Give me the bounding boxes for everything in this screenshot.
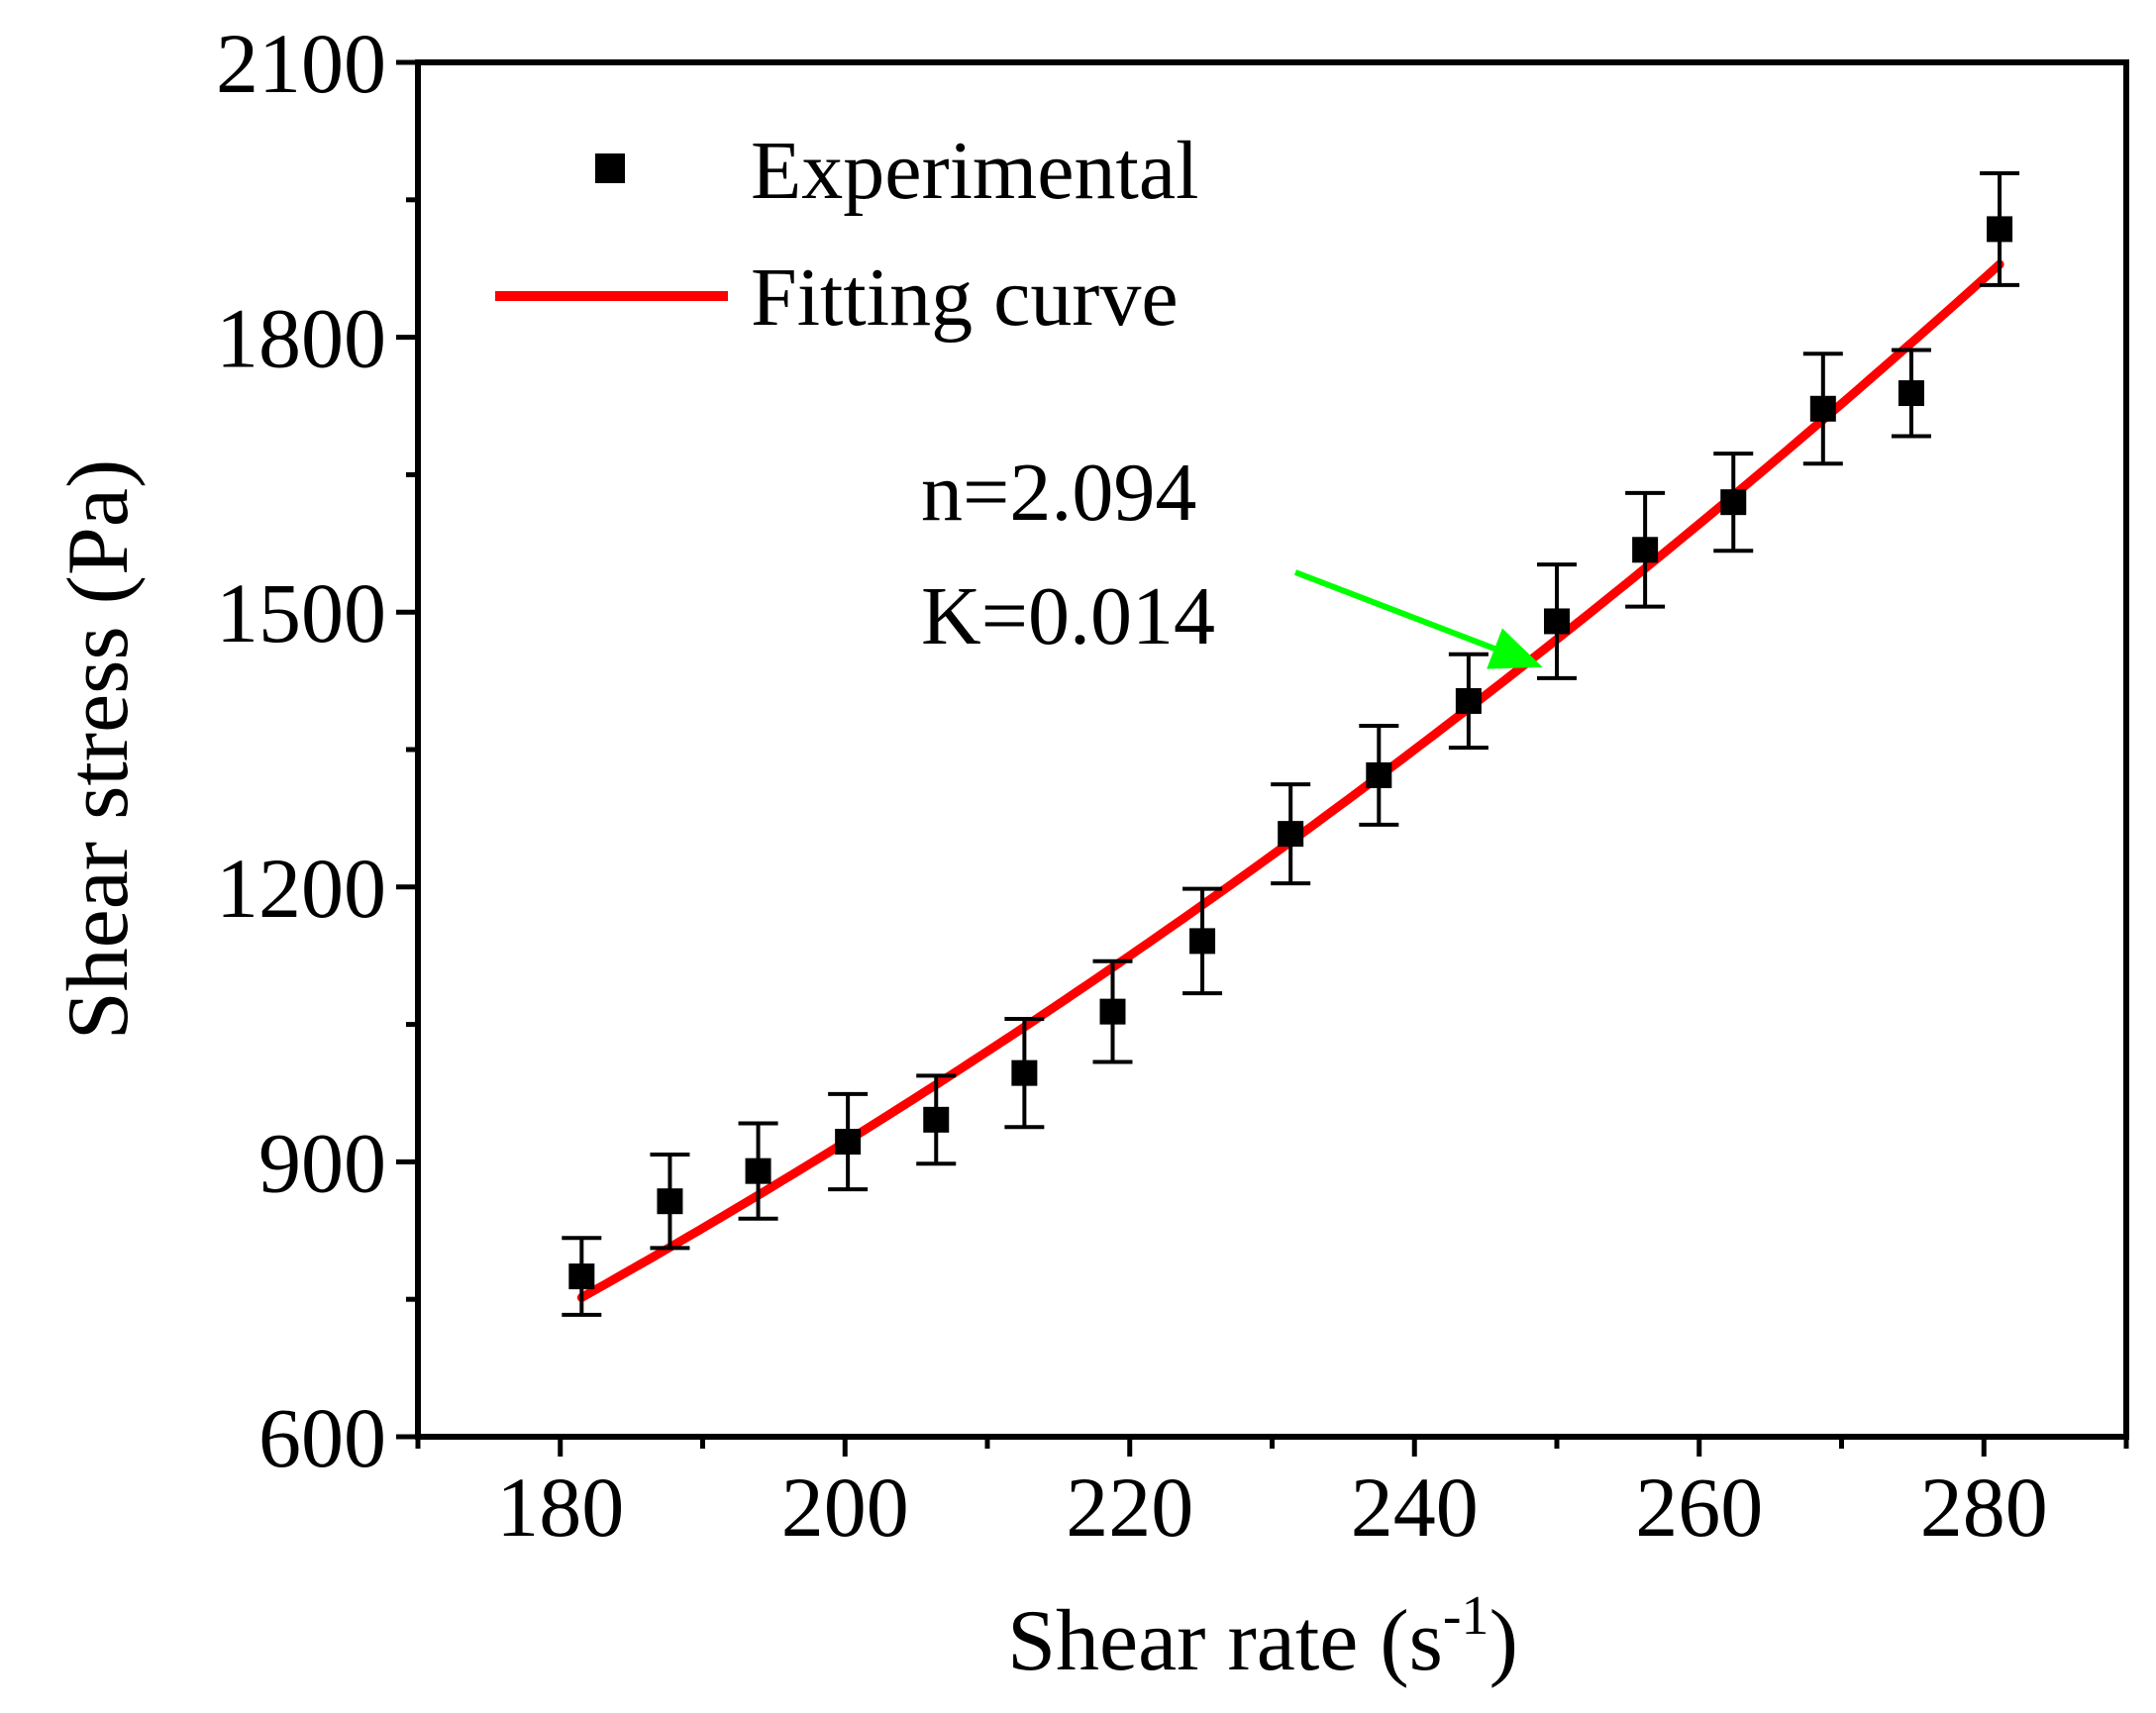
experimental-point [1092,958,1133,1064]
experimental-point [1980,170,2020,287]
y-tick-label: 600 [258,1390,386,1485]
y-tick-label: 1500 [216,565,386,660]
experimental-point [1625,490,1666,609]
data-point-marker [745,1158,771,1184]
x-axis-title-superscript: -1 [1443,1585,1489,1647]
y-tick-label: 1800 [216,291,386,386]
experimental-point [1004,1017,1045,1130]
annotation-n-value: n=2.094 [921,447,1196,539]
experimental-point [1891,348,1931,439]
annotation-arrow-head [1487,628,1543,669]
experimental-point [1182,886,1223,996]
x-tick-label: 240 [1351,1460,1479,1555]
data-point-marker [1455,687,1482,714]
experimental-point [1713,452,1754,554]
x-axis-title-suffix: ) [1489,1593,1518,1689]
y-tick-label: 1200 [216,841,386,936]
data-point-marker [1632,537,1659,563]
legend-label-experimental: Experimental [751,125,1198,217]
x-axis-title-text: Shear rate (s [1007,1593,1443,1689]
experimental-point [1802,352,1843,466]
data-point-marker [1189,928,1216,955]
experimental-point [562,1236,602,1317]
data-point-marker [1898,380,1924,407]
data-point-marker [923,1106,950,1133]
y-tick-label: 2100 [216,16,386,111]
annotation-arrow [1293,569,1543,669]
y-axis: 600 900 1200 1500 1800 2100 [216,16,418,1485]
x-tick-label: 200 [781,1460,909,1555]
plot-layer [562,170,2020,1317]
data-point-marker [1720,489,1747,516]
experimental-point [1448,652,1489,751]
experimental-point [1271,782,1311,886]
data-point-marker [1987,216,2013,243]
data-point-marker [1366,761,1392,788]
x-tick-label: 260 [1635,1460,1763,1555]
experimental-point [1537,562,1577,680]
experimental-point [828,1091,869,1192]
plot-frame [415,59,2129,1440]
x-tick-label: 220 [1066,1460,1193,1555]
x-tick-label: 180 [496,1460,624,1555]
fitting-curve-line [576,259,2004,1302]
data-point-marker [1544,608,1570,635]
x-axis: 180 200 220 240 260 280 [415,1437,2129,1555]
data-point-marker [1278,821,1304,848]
legend-marker-experimental [595,153,625,183]
annotation-k-value: K=0.014 [921,570,1215,662]
data-point-marker [1809,395,1836,422]
data-point-marker [1011,1059,1038,1086]
data-point-marker [835,1129,862,1156]
annotation-arrow-shaft [1293,569,1496,652]
legend-label-fitting-curve: Fitting curve [751,252,1179,344]
data-point-marker [657,1188,683,1215]
y-tick-label: 900 [258,1115,386,1210]
fit-annotation: n=2.094 K=0.014 [921,447,1543,669]
x-tick-label: 280 [1920,1460,2048,1555]
legend: Experimental Fitting curve [495,125,1198,344]
data-point-marker [1099,998,1126,1025]
experimental-point [916,1073,957,1166]
experimental-point [738,1121,778,1221]
x-axis-title: Shear rate (s-1) [1007,1585,1518,1689]
y-axis-title: Shear stress (Pa) [51,459,147,1041]
data-point-marker [568,1263,595,1290]
experimental-point [1359,723,1399,827]
experimental-point [650,1152,690,1251]
